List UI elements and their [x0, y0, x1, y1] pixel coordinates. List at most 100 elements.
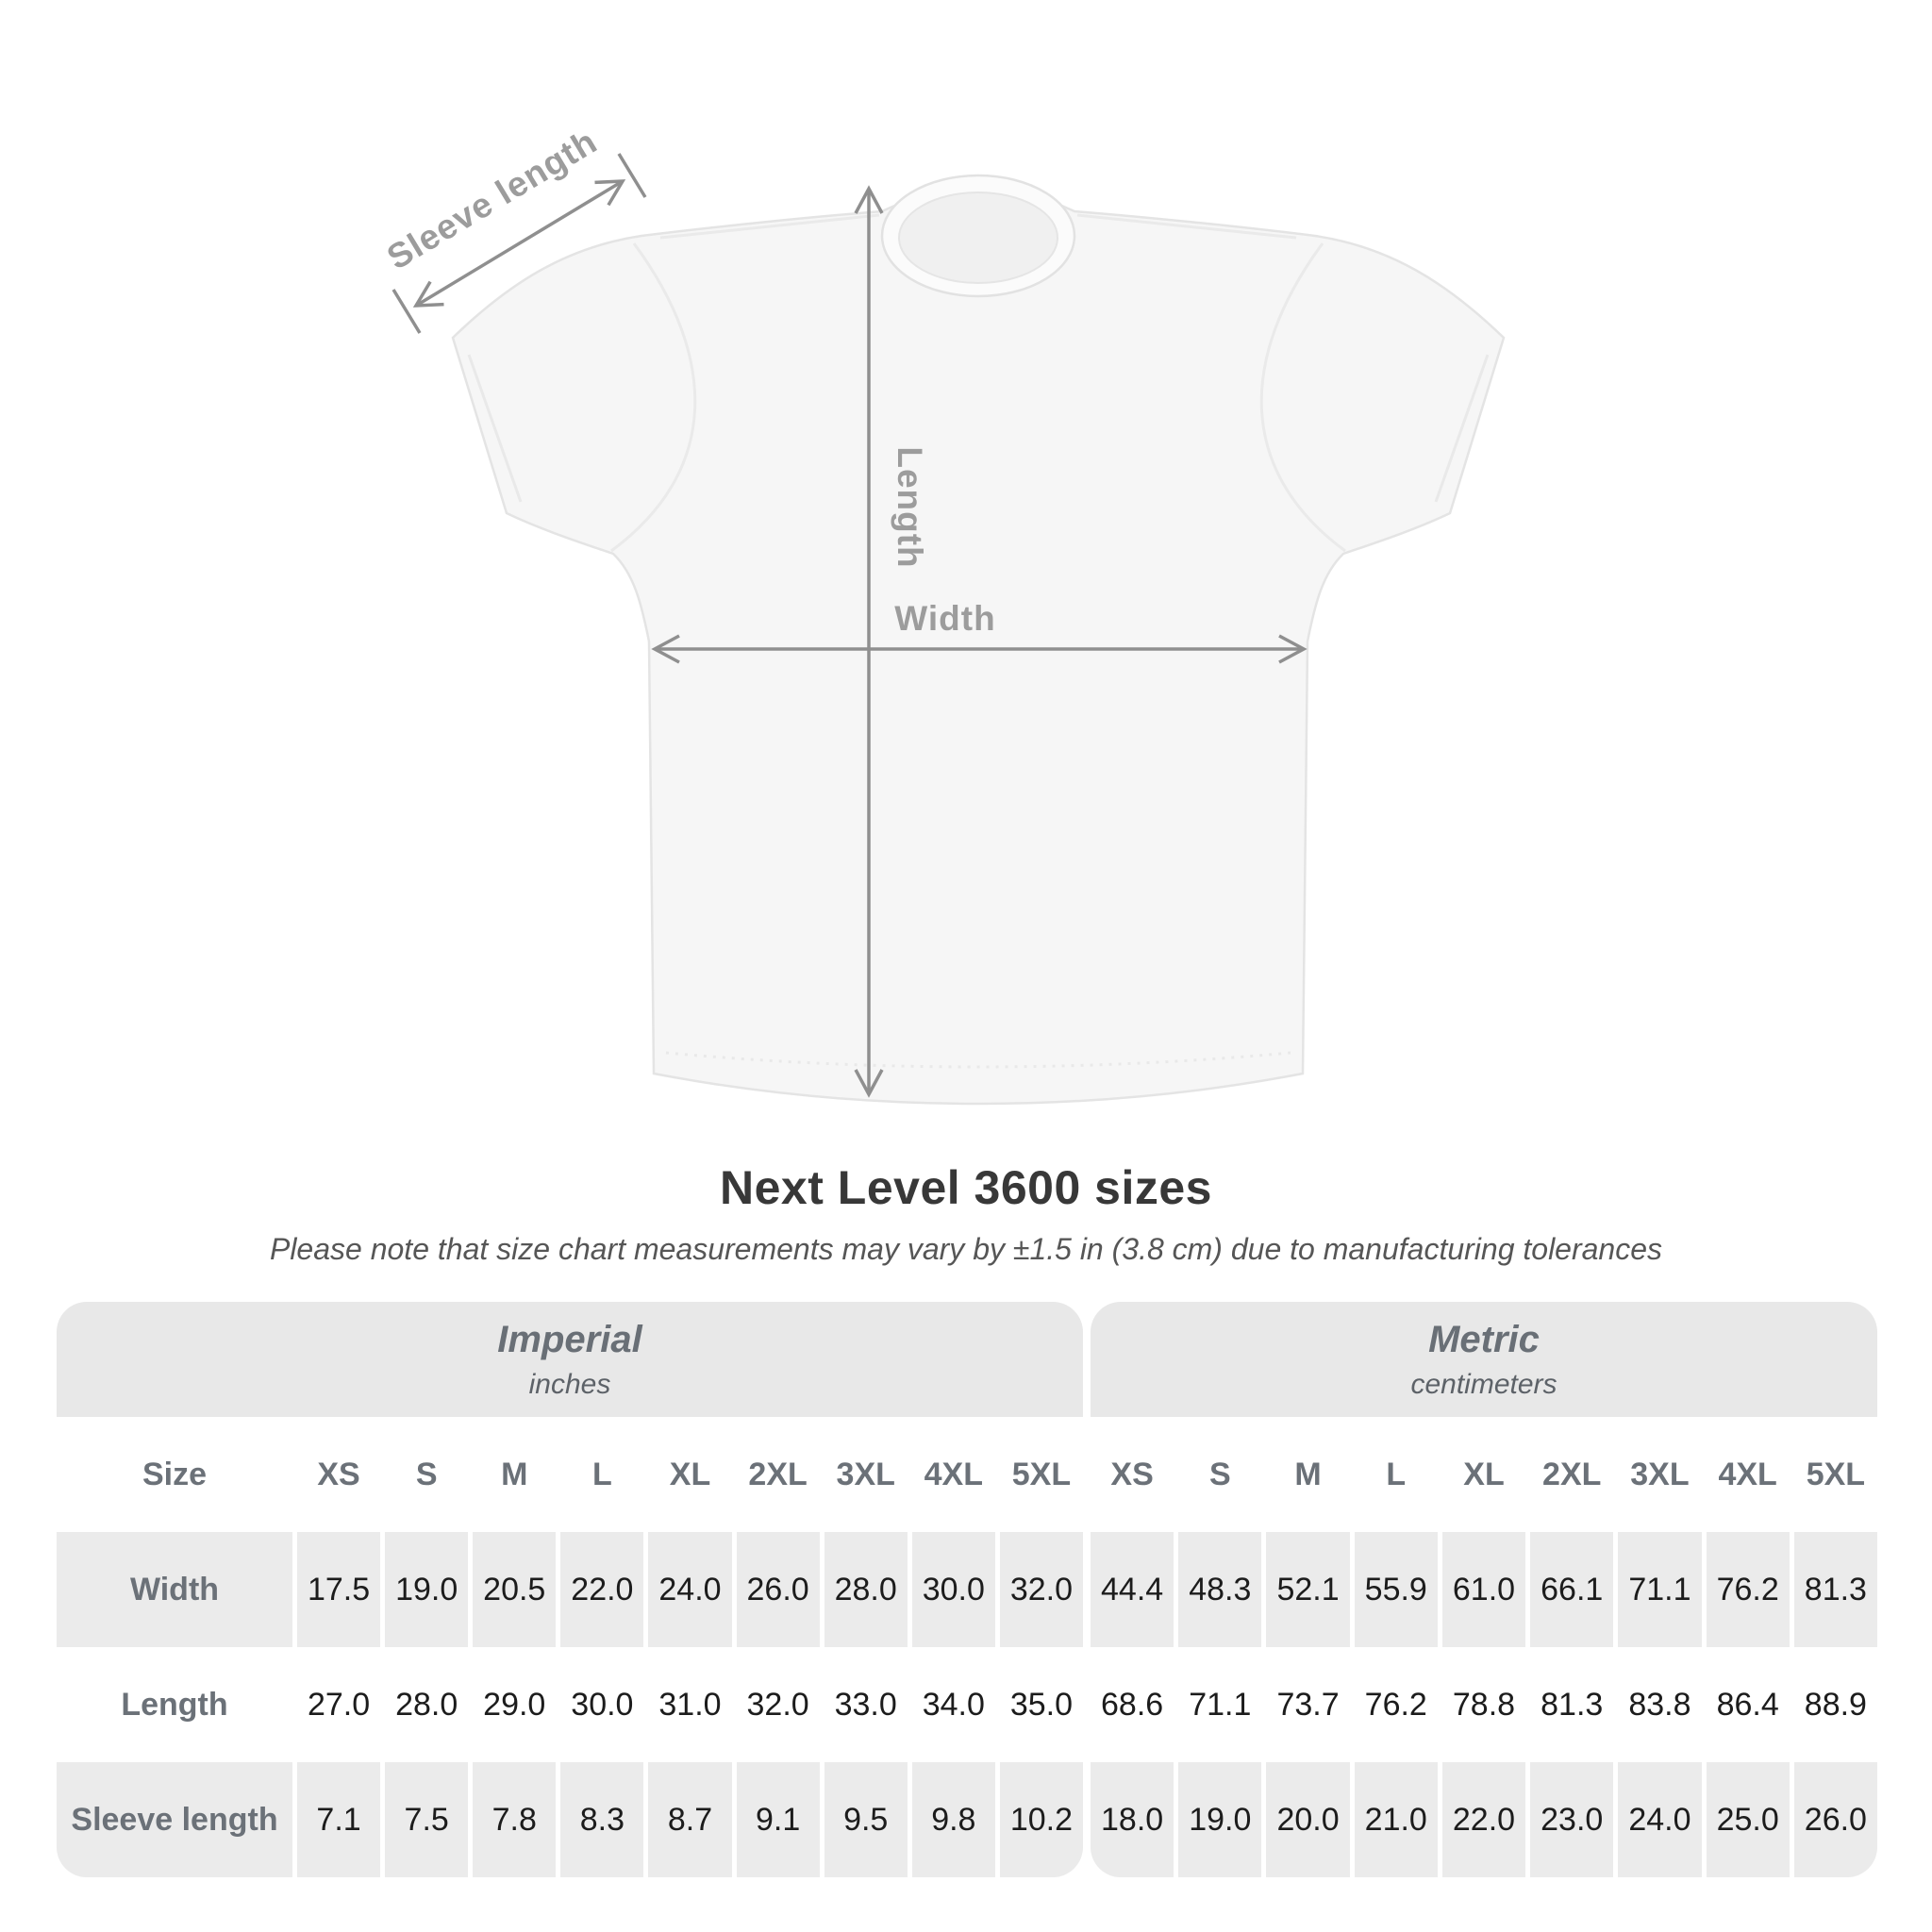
- metric-value-cell: 18.0: [1091, 1762, 1174, 1877]
- metric-value-cell: 76.2: [1706, 1532, 1790, 1647]
- imperial-value-cell: 9.5: [824, 1762, 908, 1877]
- size-header-cell: 2XL: [1530, 1417, 1614, 1532]
- hem-stitch: [665, 1051, 1291, 1069]
- width-label: Width: [894, 599, 995, 638]
- size-header-cell: XL: [648, 1417, 732, 1532]
- metric-value-cell: 55.9: [1354, 1532, 1438, 1647]
- size-header-cell: XS: [1091, 1417, 1174, 1532]
- size-header-cell: XS: [297, 1417, 381, 1532]
- metric-value-cell: 73.7: [1266, 1647, 1350, 1762]
- size-header-cell: M: [473, 1417, 557, 1532]
- metric-value-cell: 76.2: [1354, 1647, 1438, 1762]
- page-title: Next Level 3600 sizes: [720, 1161, 1212, 1214]
- metric-header-band: Metric centimeters: [1091, 1302, 1877, 1417]
- metric-value-cell: 22.0: [1441, 1762, 1526, 1877]
- imperial-card: Imperial inches Size XS S M L XL 2XL 3XL 4XL 5XL W…: [57, 1302, 1083, 1877]
- imperial-grid: Size XS S M L XL 2XL 3XL 4XL 5XL Width 17.5 19.0 20.5…: [57, 1417, 1083, 1877]
- metric-value-cell: 66.1: [1530, 1532, 1614, 1647]
- imperial-value-cell: 34.0: [911, 1647, 995, 1762]
- left-cuff-stitch: [467, 354, 523, 503]
- metric-value-cell: 20.0: [1266, 1762, 1350, 1877]
- sleeve-length-label: Sleeve length: [380, 122, 604, 277]
- imperial-value-cell: 9.1: [736, 1762, 820, 1877]
- metric-value-cell: 71.1: [1618, 1532, 1702, 1647]
- right-shoulder-seam: [1076, 213, 1297, 240]
- size-header-cell: 5XL: [1793, 1417, 1877, 1532]
- size-header-cell: 4XL: [1706, 1417, 1790, 1532]
- imperial-value-cell: 20.5: [473, 1532, 557, 1647]
- metric-value-cell: 25.0: [1706, 1762, 1790, 1877]
- size-header-cell: 3XL: [1618, 1417, 1702, 1532]
- metric-value-cell: 24.0: [1618, 1762, 1702, 1877]
- imperial-value-cell: 24.0: [648, 1532, 732, 1647]
- right-cuff-stitch: [1434, 354, 1490, 503]
- size-header-cell: XL: [1441, 1417, 1526, 1532]
- imperial-value-cell: 28.0: [385, 1647, 469, 1762]
- sleeve-length-arrow: [391, 153, 647, 334]
- imperial-value-cell: 9.8: [911, 1762, 995, 1877]
- metric-value-cell: 23.0: [1530, 1762, 1614, 1877]
- imperial-value-cell: 35.0: [999, 1647, 1083, 1762]
- imperial-value-cell: 30.0: [911, 1532, 995, 1647]
- metric-group-unit: centimeters: [1410, 1368, 1557, 1400]
- metric-value-cell: 44.4: [1091, 1532, 1174, 1647]
- metric-value-cell: 78.8: [1441, 1647, 1526, 1762]
- imperial-value-cell: 8.3: [560, 1762, 644, 1877]
- size-header-cell: 5XL: [999, 1417, 1083, 1532]
- imperial-value-cell: 8.7: [648, 1762, 732, 1877]
- length-arrow: [854, 185, 884, 1098]
- imperial-value-cell: 32.0: [999, 1532, 1083, 1647]
- row-label-sleeve-length: Sleeve length: [57, 1762, 292, 1877]
- size-header-cell: 2XL: [736, 1417, 820, 1532]
- imperial-value-cell: 28.0: [824, 1532, 908, 1647]
- metric-value-cell: 71.1: [1178, 1647, 1262, 1762]
- row-label-length: Length: [57, 1647, 292, 1762]
- imperial-value-cell: 7.5: [385, 1762, 469, 1877]
- imperial-header-band: Imperial inches: [57, 1302, 1083, 1417]
- metric-card: Metric centimeters XS S M L XL 2XL 3XL 4XL 5XL 44…: [1091, 1302, 1877, 1877]
- imperial-value-cell: 26.0: [736, 1532, 820, 1647]
- metric-value-cell: 81.3: [1530, 1647, 1614, 1762]
- imperial-value-cell: 10.2: [999, 1762, 1083, 1877]
- size-header-cell: 3XL: [824, 1417, 908, 1532]
- imperial-value-cell: 32.0: [736, 1647, 820, 1762]
- size-header-cell: S: [1178, 1417, 1262, 1532]
- metric-value-cell: 88.9: [1793, 1647, 1877, 1762]
- imperial-group-unit: inches: [528, 1368, 611, 1400]
- metric-value-cell: 86.4: [1706, 1647, 1790, 1762]
- imperial-value-cell: 27.0: [297, 1647, 381, 1762]
- tshirt-body: [451, 187, 1506, 1106]
- tshirt-silhouette: [451, 174, 1506, 1106]
- imperial-value-cell: 7.1: [297, 1762, 381, 1877]
- size-header-cell: L: [560, 1417, 644, 1532]
- size-header-cell: L: [1354, 1417, 1438, 1532]
- size-table: Imperial inches Size XS S M L XL 2XL 3XL 4XL 5XL W…: [57, 1302, 1877, 1877]
- left-sleeve-seam: [610, 242, 697, 553]
- metric-value-cell: 21.0: [1354, 1762, 1438, 1877]
- measurement-arrows: [391, 153, 1307, 1098]
- imperial-value-cell: 17.5: [297, 1532, 381, 1647]
- imperial-value-cell: 29.0: [473, 1647, 557, 1762]
- metric-value-cell: 52.1: [1266, 1532, 1350, 1647]
- imperial-value-cell: 22.0: [560, 1532, 644, 1647]
- imperial-value-cell: 30.0: [560, 1647, 644, 1762]
- size-header-cell: M: [1266, 1417, 1350, 1532]
- right-sleeve-seam: [1259, 242, 1346, 553]
- metric-group-title: Metric: [1428, 1318, 1540, 1360]
- size-column-header: Size: [57, 1417, 292, 1532]
- heading-block: Next Level 3600 sizes Please note that s…: [0, 1160, 1932, 1267]
- width-arrow: [651, 634, 1307, 664]
- metric-value-cell: 61.0: [1441, 1532, 1526, 1647]
- imperial-value-cell: 19.0: [385, 1532, 469, 1647]
- collar-opening: [898, 192, 1058, 284]
- metric-value-cell: 26.0: [1793, 1762, 1877, 1877]
- metric-value-cell: 81.3: [1793, 1532, 1877, 1647]
- metric-value-cell: 19.0: [1178, 1762, 1262, 1877]
- imperial-value-cell: 7.8: [473, 1762, 557, 1877]
- size-header-cell: S: [385, 1417, 469, 1532]
- imperial-value-cell: 33.0: [824, 1647, 908, 1762]
- metric-value-cell: 68.6: [1091, 1647, 1174, 1762]
- length-label: Length: [891, 446, 929, 568]
